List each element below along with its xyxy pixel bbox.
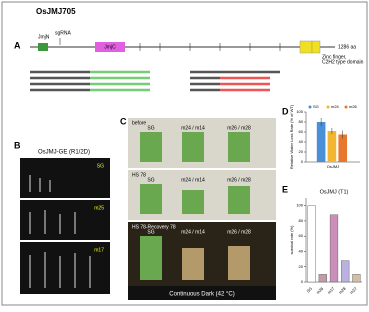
panel-label: C [120, 116, 127, 126]
x-tick-label: m26 [315, 285, 325, 295]
bar [307, 205, 316, 283]
row-label: HS 78-Recovery 78 [132, 224, 176, 230]
legend-label: m24 [331, 104, 340, 109]
col-label: SG [147, 177, 154, 183]
sgrna-label: sgRNA [55, 30, 72, 36]
x-tick-label: m17 [326, 285, 336, 295]
y-tick-label: 0 [301, 279, 304, 284]
length-label: 1286 aa [338, 44, 356, 50]
bar [318, 274, 327, 283]
figure-title: OsJMJ705 [36, 7, 76, 16]
sequence-alignment [30, 70, 280, 92]
y-tick-label: 40 [299, 249, 304, 254]
panel-title: OsJMJ-GE (R1/2D) [38, 150, 90, 156]
footer: Continuous Dark (42 °C) [169, 292, 234, 298]
bar [352, 274, 361, 283]
col-label: SG [147, 229, 154, 235]
panel-label: E [282, 184, 288, 194]
panel-label: A [14, 40, 21, 50]
bar [316, 122, 326, 162]
y-axis-label: survival rate (%) [289, 225, 294, 255]
legend-label: m26 [349, 104, 358, 109]
y-tick-label: 40 [299, 139, 304, 144]
row-label: m17 [94, 247, 104, 253]
domain-label: JmjC [104, 44, 116, 50]
x-tick-label: OsJMJ [327, 164, 339, 169]
y-tick-label: 80 [299, 218, 304, 223]
col-label: m26 / m28 [227, 177, 251, 183]
bar [341, 260, 350, 283]
zinc-label: Zinc finger, [322, 54, 346, 60]
chart-title: OsJMJ (T1) [320, 189, 349, 195]
legend-swatch [326, 105, 330, 109]
photo [20, 242, 110, 294]
col-label: SG [147, 125, 154, 131]
bar [329, 214, 339, 283]
col-label: m24 / m14 [181, 125, 205, 131]
y-tick-label: 20 [299, 149, 304, 154]
legend-swatch [344, 105, 348, 109]
photo [20, 158, 110, 198]
row-label: before [132, 120, 146, 126]
x-tick-label: m28 [338, 285, 348, 295]
y-tick-label: 80 [299, 119, 304, 124]
x-tick-label: SG [305, 286, 313, 294]
y-tick-label: 0 [301, 159, 304, 164]
seedlings [29, 175, 91, 288]
photo [20, 200, 110, 240]
row-label: SG [97, 163, 104, 169]
col-label: m26 / m28 [227, 229, 251, 235]
gene-model [30, 38, 335, 54]
col-label: m24 / m14 [181, 177, 205, 183]
legend-label: SG [313, 104, 319, 109]
legend-swatch [308, 105, 312, 109]
panel-label: B [14, 140, 21, 150]
panel-label: D [282, 106, 289, 116]
row-label: HS 78 [132, 172, 146, 178]
photos [128, 118, 276, 300]
y-tick-label: 100 [296, 109, 303, 114]
zinc-label: C2H2 type domain [322, 59, 364, 65]
col-label: m26 / m28 [227, 125, 251, 131]
y-tick-label: 60 [299, 129, 304, 134]
y-tick-label: 20 [299, 264, 304, 269]
x-tick-label: m27 [349, 285, 359, 295]
bar [327, 131, 337, 162]
y-tick-label: 100 [296, 203, 303, 208]
col-label: m24 / m14 [181, 229, 205, 235]
row-label: m25 [94, 205, 104, 211]
y-axis-label: Relative Water Loss Rate (% of WT) [289, 104, 294, 169]
domain-label: JmjN [38, 34, 50, 40]
y-tick-label: 60 [299, 233, 304, 238]
bar [338, 134, 348, 162]
